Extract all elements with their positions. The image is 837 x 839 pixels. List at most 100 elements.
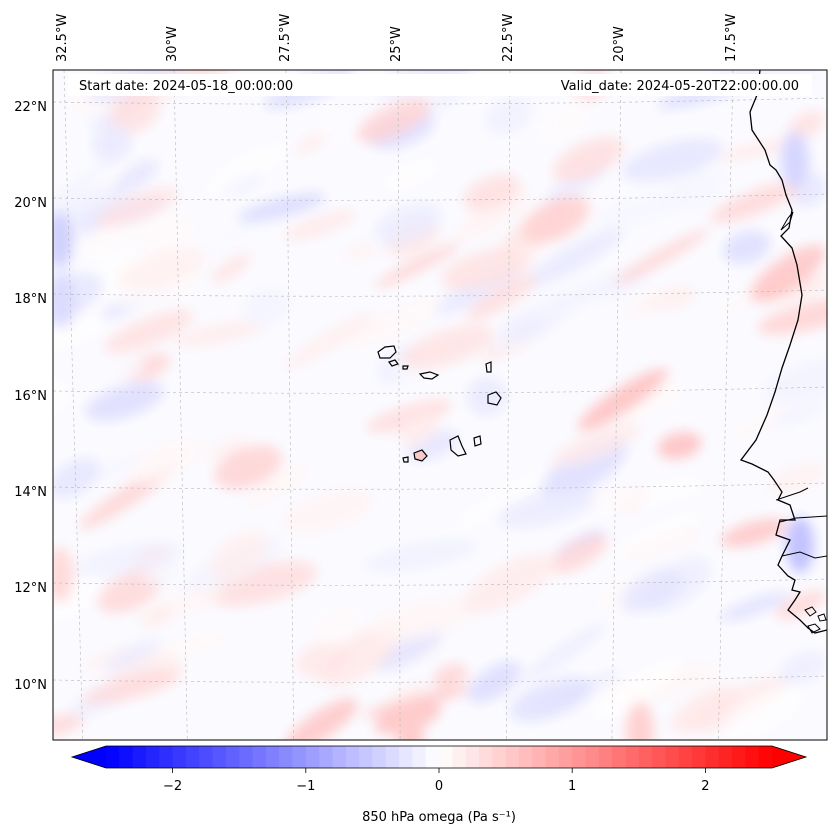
colorbar-segment bbox=[465, 746, 480, 768]
omega-blob bbox=[159, 631, 236, 655]
omega-blob bbox=[281, 488, 374, 534]
lon-label-27-5w: 27.5°W bbox=[278, 14, 293, 62]
omega-blob bbox=[368, 597, 478, 641]
colorbar-segment bbox=[439, 746, 453, 768]
omega-blob bbox=[211, 253, 252, 284]
longitude-labels: 32.5°W 30°W 27.5°W 25°W 22.5°W 20°W 17.5… bbox=[55, 14, 739, 62]
colorbar-segment bbox=[745, 746, 760, 768]
omega-blob bbox=[374, 203, 442, 246]
omega-blob bbox=[320, 624, 400, 687]
omega-blob bbox=[578, 368, 668, 431]
colorbar-segment bbox=[159, 746, 174, 768]
omega-blob bbox=[53, 272, 76, 328]
omega-blob bbox=[245, 462, 309, 508]
colorbar-segment bbox=[412, 746, 427, 768]
colorbar-segment bbox=[598, 746, 613, 768]
lon-label-32-5w: 32.5°W bbox=[55, 14, 70, 62]
colorbar-segment bbox=[345, 746, 360, 768]
colorbar-segment bbox=[545, 746, 560, 768]
valid-date-label: Valid_date: 2024-05-20T22:00:00.00 bbox=[561, 79, 799, 94]
colorbar-segments bbox=[106, 746, 773, 768]
coast-gambia bbox=[775, 487, 809, 501]
island-santa-luzia bbox=[402, 365, 409, 370]
island-brava bbox=[402, 456, 409, 463]
island-sal bbox=[485, 361, 492, 373]
omega-blob bbox=[242, 286, 291, 326]
coast-casamance bbox=[779, 515, 827, 523]
island-sao-nicolau bbox=[418, 371, 440, 380]
omega-blob bbox=[510, 677, 593, 722]
colorbar-segment bbox=[612, 746, 627, 768]
colorbar-tick-label: 1 bbox=[568, 779, 576, 794]
colorbar-segment bbox=[239, 746, 254, 768]
parallel-gridline bbox=[53, 289, 827, 297]
omega-blob bbox=[591, 659, 682, 720]
colorbar-segment bbox=[385, 746, 400, 768]
omega-blob bbox=[142, 563, 180, 585]
omega-blob bbox=[53, 547, 74, 603]
omega-blob bbox=[624, 529, 705, 559]
lat-label-12n: 12°N bbox=[14, 581, 47, 596]
latitude-labels: 22°N 20°N 18°N 16°N 14°N 12°N 10°N bbox=[14, 100, 47, 693]
africa-coastline bbox=[739, 70, 827, 634]
omega-blob bbox=[720, 518, 788, 548]
omega-blob bbox=[484, 95, 533, 136]
colorbar-segment bbox=[452, 746, 467, 768]
omega-blob bbox=[657, 432, 702, 459]
colorbar-segment bbox=[492, 746, 507, 768]
omega-blob bbox=[314, 606, 359, 646]
omega-blob bbox=[463, 553, 556, 614]
colorbar-ticks: −2 −1 0 1 2 bbox=[163, 768, 710, 794]
omega-blob bbox=[53, 159, 115, 226]
colorbar-segment bbox=[758, 746, 773, 768]
omega-blob bbox=[92, 124, 132, 163]
omega-blob bbox=[775, 590, 826, 620]
omega-field bbox=[53, 70, 827, 740]
omega-blob bbox=[596, 192, 687, 228]
map-panel: Start date: 2024-05-18_00:00:00 Valid_da… bbox=[52, 69, 828, 741]
omega-blob bbox=[343, 241, 379, 262]
colorbar-segment bbox=[478, 746, 493, 768]
omega-blob bbox=[102, 639, 161, 672]
omega-blob bbox=[612, 101, 666, 128]
omega-blob bbox=[389, 682, 429, 702]
island-fogo bbox=[413, 449, 428, 462]
lat-label-18n: 18°N bbox=[14, 292, 47, 307]
omega-blob bbox=[757, 297, 827, 335]
parallel-gridline bbox=[53, 675, 827, 683]
omega-blob bbox=[53, 212, 74, 268]
coast-guinea-bissau bbox=[781, 551, 827, 559]
meridian-gridline bbox=[397, 70, 401, 740]
colorbar-segment bbox=[252, 746, 267, 768]
colorbar-label: 850 hPa omega (Pa s⁻¹) bbox=[362, 810, 516, 825]
omega-blob bbox=[455, 187, 532, 241]
meridian-gridline bbox=[285, 70, 294, 740]
omega-blob bbox=[129, 436, 204, 483]
omega-blob bbox=[767, 461, 827, 496]
island-santiago bbox=[449, 435, 467, 457]
omega-blob bbox=[522, 228, 624, 289]
meridian-gridline bbox=[506, 70, 511, 740]
colorbar-segment bbox=[532, 746, 547, 768]
colorbar-segment bbox=[625, 746, 640, 768]
omega-blob bbox=[283, 311, 375, 370]
omega-blob bbox=[781, 132, 809, 188]
omega-blob bbox=[238, 192, 326, 223]
omega-blob bbox=[373, 242, 461, 289]
omega-blob bbox=[382, 160, 440, 190]
omega-blob bbox=[375, 628, 443, 672]
cape-verde-islands bbox=[377, 345, 502, 463]
colorbar-segment bbox=[518, 746, 533, 768]
omega-blob bbox=[593, 480, 705, 511]
colorbar-segment bbox=[319, 746, 334, 768]
colorbar-segment bbox=[718, 746, 733, 768]
omega-blob bbox=[623, 291, 665, 319]
omega-blob bbox=[717, 136, 806, 161]
omega-blob bbox=[214, 445, 282, 489]
omega-blob bbox=[363, 686, 471, 717]
omega-blob bbox=[139, 606, 174, 628]
omega-blob bbox=[401, 325, 495, 370]
omega-blob bbox=[74, 542, 184, 579]
omega-blob bbox=[296, 641, 352, 679]
